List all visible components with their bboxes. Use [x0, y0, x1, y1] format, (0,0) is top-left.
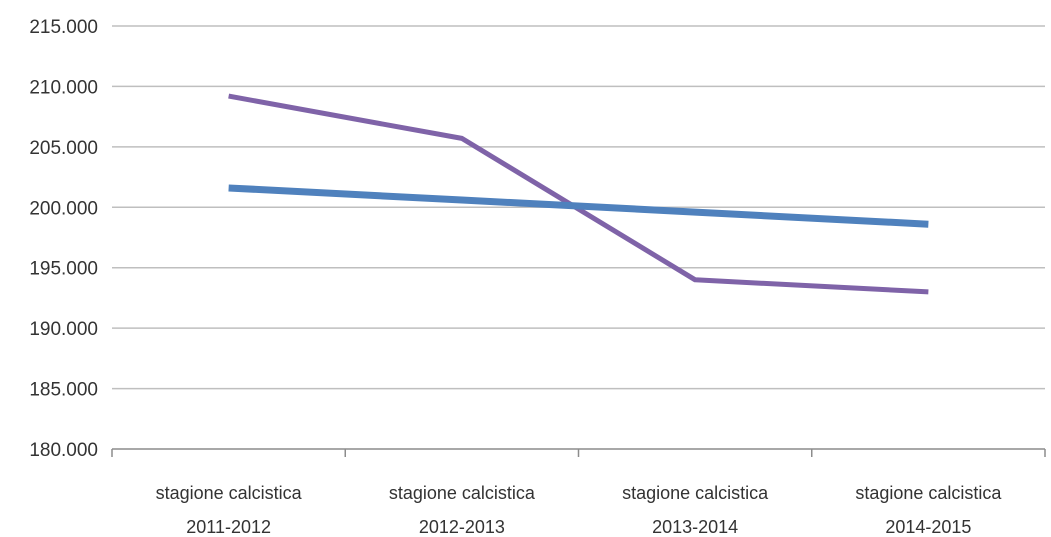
- gridlines: [112, 25, 1045, 390]
- y-tick-label: 210.000: [29, 77, 98, 98]
- y-tick-label: 200.000: [29, 198, 98, 219]
- x-tick-label: stagione calcistica 2012-2013: [389, 483, 536, 537]
- x-tick-label: stagione calcistica 2014-2015: [855, 483, 1002, 537]
- series-line-2: [228, 184, 929, 228]
- y-axis: 180.000 185.000 190.000 195.000 200.000 205.0…: [29, 17, 98, 461]
- y-tick-label: 205.000: [29, 138, 98, 159]
- series-lines: [228, 93, 929, 295]
- x-tick-label: stagione calcistica 2013-2014: [622, 483, 769, 537]
- y-tick-label: 185.000: [29, 380, 98, 401]
- x-tick-label: stagione calcistica 2011-2012: [156, 483, 303, 537]
- x-axis: stagione calcistica 2011-2012 stagione cal…: [111, 448, 1046, 537]
- y-tick-label: 190.000: [29, 319, 98, 340]
- y-tick-label: 195.000: [29, 259, 98, 280]
- y-tick-label: 215.000: [29, 17, 98, 38]
- y-tick-label: 180.000: [29, 440, 98, 461]
